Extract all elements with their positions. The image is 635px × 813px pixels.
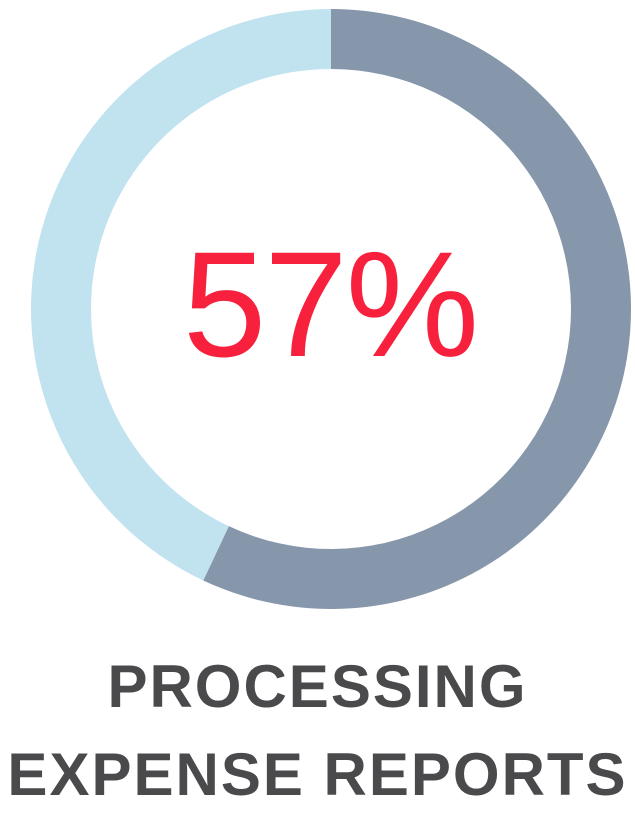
caption-line-2: EXPENSE REPORTS — [7, 741, 628, 808]
donut-slice-1 — [203, 9, 632, 609]
percent-value: 57% — [182, 220, 479, 388]
donut-slices — [31, 9, 632, 609]
donut-chart — [31, 9, 632, 609]
caption-line-1: PROCESSING — [107, 653, 528, 720]
donut-slice-2 — [31, 9, 331, 581]
